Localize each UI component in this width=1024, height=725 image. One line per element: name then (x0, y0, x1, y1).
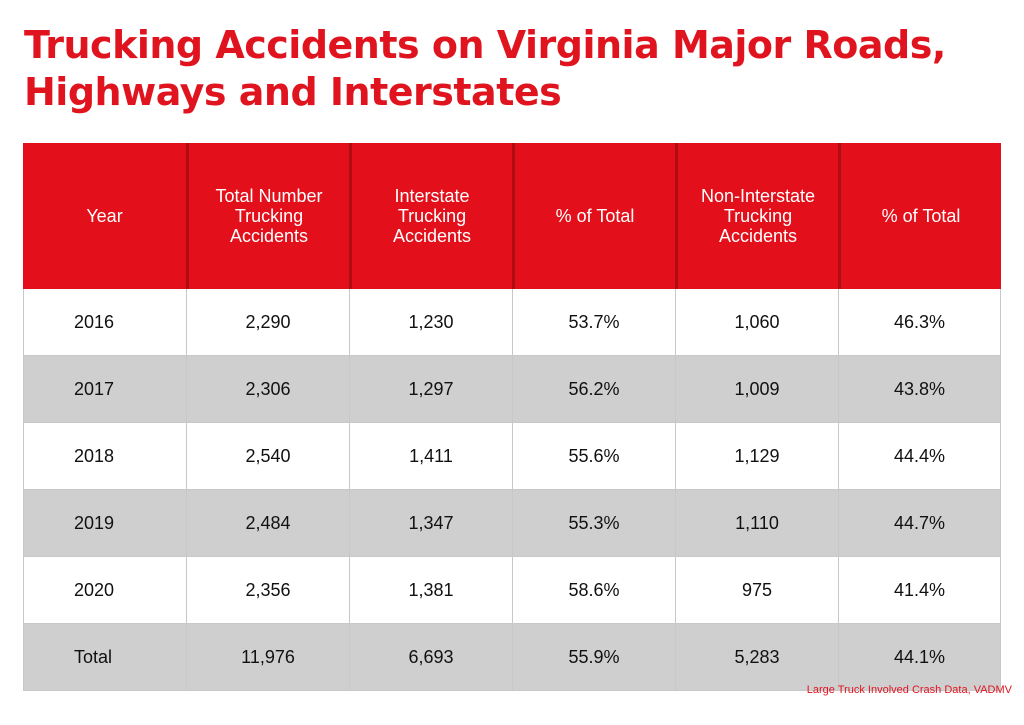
table-cell: 2020 (23, 557, 186, 624)
table-cell: 1,110 (675, 490, 838, 557)
table-cell: 2017 (23, 356, 186, 423)
table-cell: 2,290 (186, 289, 349, 356)
table-cell: 58.6% (512, 557, 675, 624)
table-cell: 2,484 (186, 490, 349, 557)
table-cell: 43.8% (838, 356, 1001, 423)
column-header: Year (23, 143, 186, 289)
table-row: Total 11,976 6,693 55.9% 5,283 44.1% (23, 624, 1001, 691)
table-row: 2019 2,484 1,347 55.3% 1,110 44.7% (23, 490, 1001, 557)
chart-title: Trucking Accidents on Virginia Major Roa… (24, 23, 946, 114)
table-cell: 2,356 (186, 557, 349, 624)
table-cell: 1,129 (675, 423, 838, 490)
table-cell: 1,060 (675, 289, 838, 356)
table-row: 2020 2,356 1,381 58.6% 975 41.4% (23, 557, 1001, 624)
table-cell: 1,347 (349, 490, 512, 557)
table-row: 2016 2,290 1,230 53.7% 1,060 46.3% (23, 289, 1001, 356)
table-cell: 1,411 (349, 423, 512, 490)
table-cell: 2,306 (186, 356, 349, 423)
column-header: % of Total (512, 143, 675, 289)
header-row: Year Total Number Trucking Accidents Inter… (23, 143, 1001, 289)
source-note: Large Truck Involved Crash Data, VADMV (806, 684, 1012, 696)
table-cell: 2019 (23, 490, 186, 557)
table-cell: 1,009 (675, 356, 838, 423)
table-cell: 55.3% (512, 490, 675, 557)
table-cell: 11,976 (186, 624, 349, 691)
table-cell: 2016 (23, 289, 186, 356)
table-body: 2016 2,290 1,230 53.7% 1,060 46.3% 2017 2,306 1,… (23, 289, 1001, 691)
table-cell: 55.9% (512, 624, 675, 691)
table-cell: 1,381 (349, 557, 512, 624)
table-cell: 2,540 (186, 423, 349, 490)
table-cell: 6,693 (349, 624, 512, 691)
accident-table: Year Total Number Trucking Accidents Inter… (23, 143, 1001, 691)
column-header: Non-Interstate Trucking Accidents (675, 143, 838, 289)
table-cell: 5,283 (675, 624, 838, 691)
table-row: 2017 2,306 1,297 56.2% 1,009 43.8% (23, 356, 1001, 423)
table-cell: 44.1% (838, 624, 1001, 691)
column-header: Total Number Trucking Accidents (186, 143, 349, 289)
table-cell: 1,230 (349, 289, 512, 356)
table-row: 2018 2,540 1,411 55.6% 1,129 44.4% (23, 423, 1001, 490)
column-header: Interstate Trucking Accidents (349, 143, 512, 289)
table-cell: 1,297 (349, 356, 512, 423)
table-cell: Total (23, 624, 186, 691)
table-cell: 56.2% (512, 356, 675, 423)
table-header: Year Total Number Trucking Accidents Inter… (23, 143, 1001, 289)
table-cell: 2018 (23, 423, 186, 490)
table-cell: 46.3% (838, 289, 1001, 356)
column-header: % of Total (838, 143, 1001, 289)
table-cell: 55.6% (512, 423, 675, 490)
table-cell: 975 (675, 557, 838, 624)
table-cell: 41.4% (838, 557, 1001, 624)
table-cell: 53.7% (512, 289, 675, 356)
table-cell: 44.4% (838, 423, 1001, 490)
table-cell: 44.7% (838, 490, 1001, 557)
